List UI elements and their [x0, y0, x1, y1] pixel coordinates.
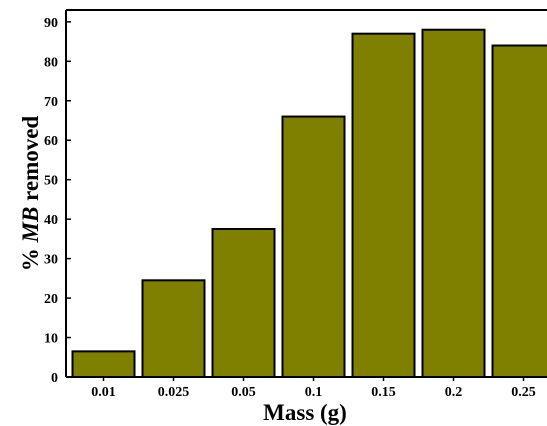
bar-0.01 [71, 350, 136, 378]
y-axis: 0 10 20 30 40 50 60 70 80 90 [44, 16, 71, 386]
x-tick-label: 0.1 [305, 385, 323, 400]
bar-0.2 [421, 28, 486, 379]
bars-group [71, 28, 547, 379]
x-tick-label: 0.01 [91, 385, 116, 400]
y-tick-label: 40 [44, 213, 58, 228]
y-tick-label: 30 [44, 253, 58, 268]
y-tick-label: 60 [44, 134, 58, 149]
x-tick-label: 0.025 [158, 385, 190, 400]
bar-0.1 [281, 115, 346, 378]
y-tick-label: 90 [44, 16, 58, 31]
bar-0.025 [141, 279, 206, 378]
y-axis-title-prefix: % [18, 242, 43, 271]
bar-0.05 [211, 228, 276, 378]
y-tick-label: 70 [44, 95, 58, 110]
x-tick-label: 0.2 [445, 385, 463, 400]
bar-0.25 [491, 44, 547, 378]
y-tick-label: 20 [44, 292, 58, 307]
y-axis-title: % MB removed [18, 116, 43, 272]
y-axis-title-italic: MB [18, 207, 43, 244]
y-tick-label: 10 [44, 332, 58, 347]
x-axis-title: Mass (g) [263, 400, 347, 425]
x-tick-label: 0.25 [511, 385, 536, 400]
x-tick-label: 0.05 [231, 385, 256, 400]
y-tick-label: 50 [44, 174, 58, 189]
y-tick-label: 80 [44, 55, 58, 70]
x-axis: 0.01 0.025 0.05 0.1 0.15 0.2 0.25 [91, 377, 536, 400]
bar-0.15 [351, 32, 416, 378]
y-axis-title-suffix: removed [18, 116, 43, 207]
y-tick-label: 0 [51, 371, 58, 386]
x-tick-label: 0.15 [371, 385, 396, 400]
